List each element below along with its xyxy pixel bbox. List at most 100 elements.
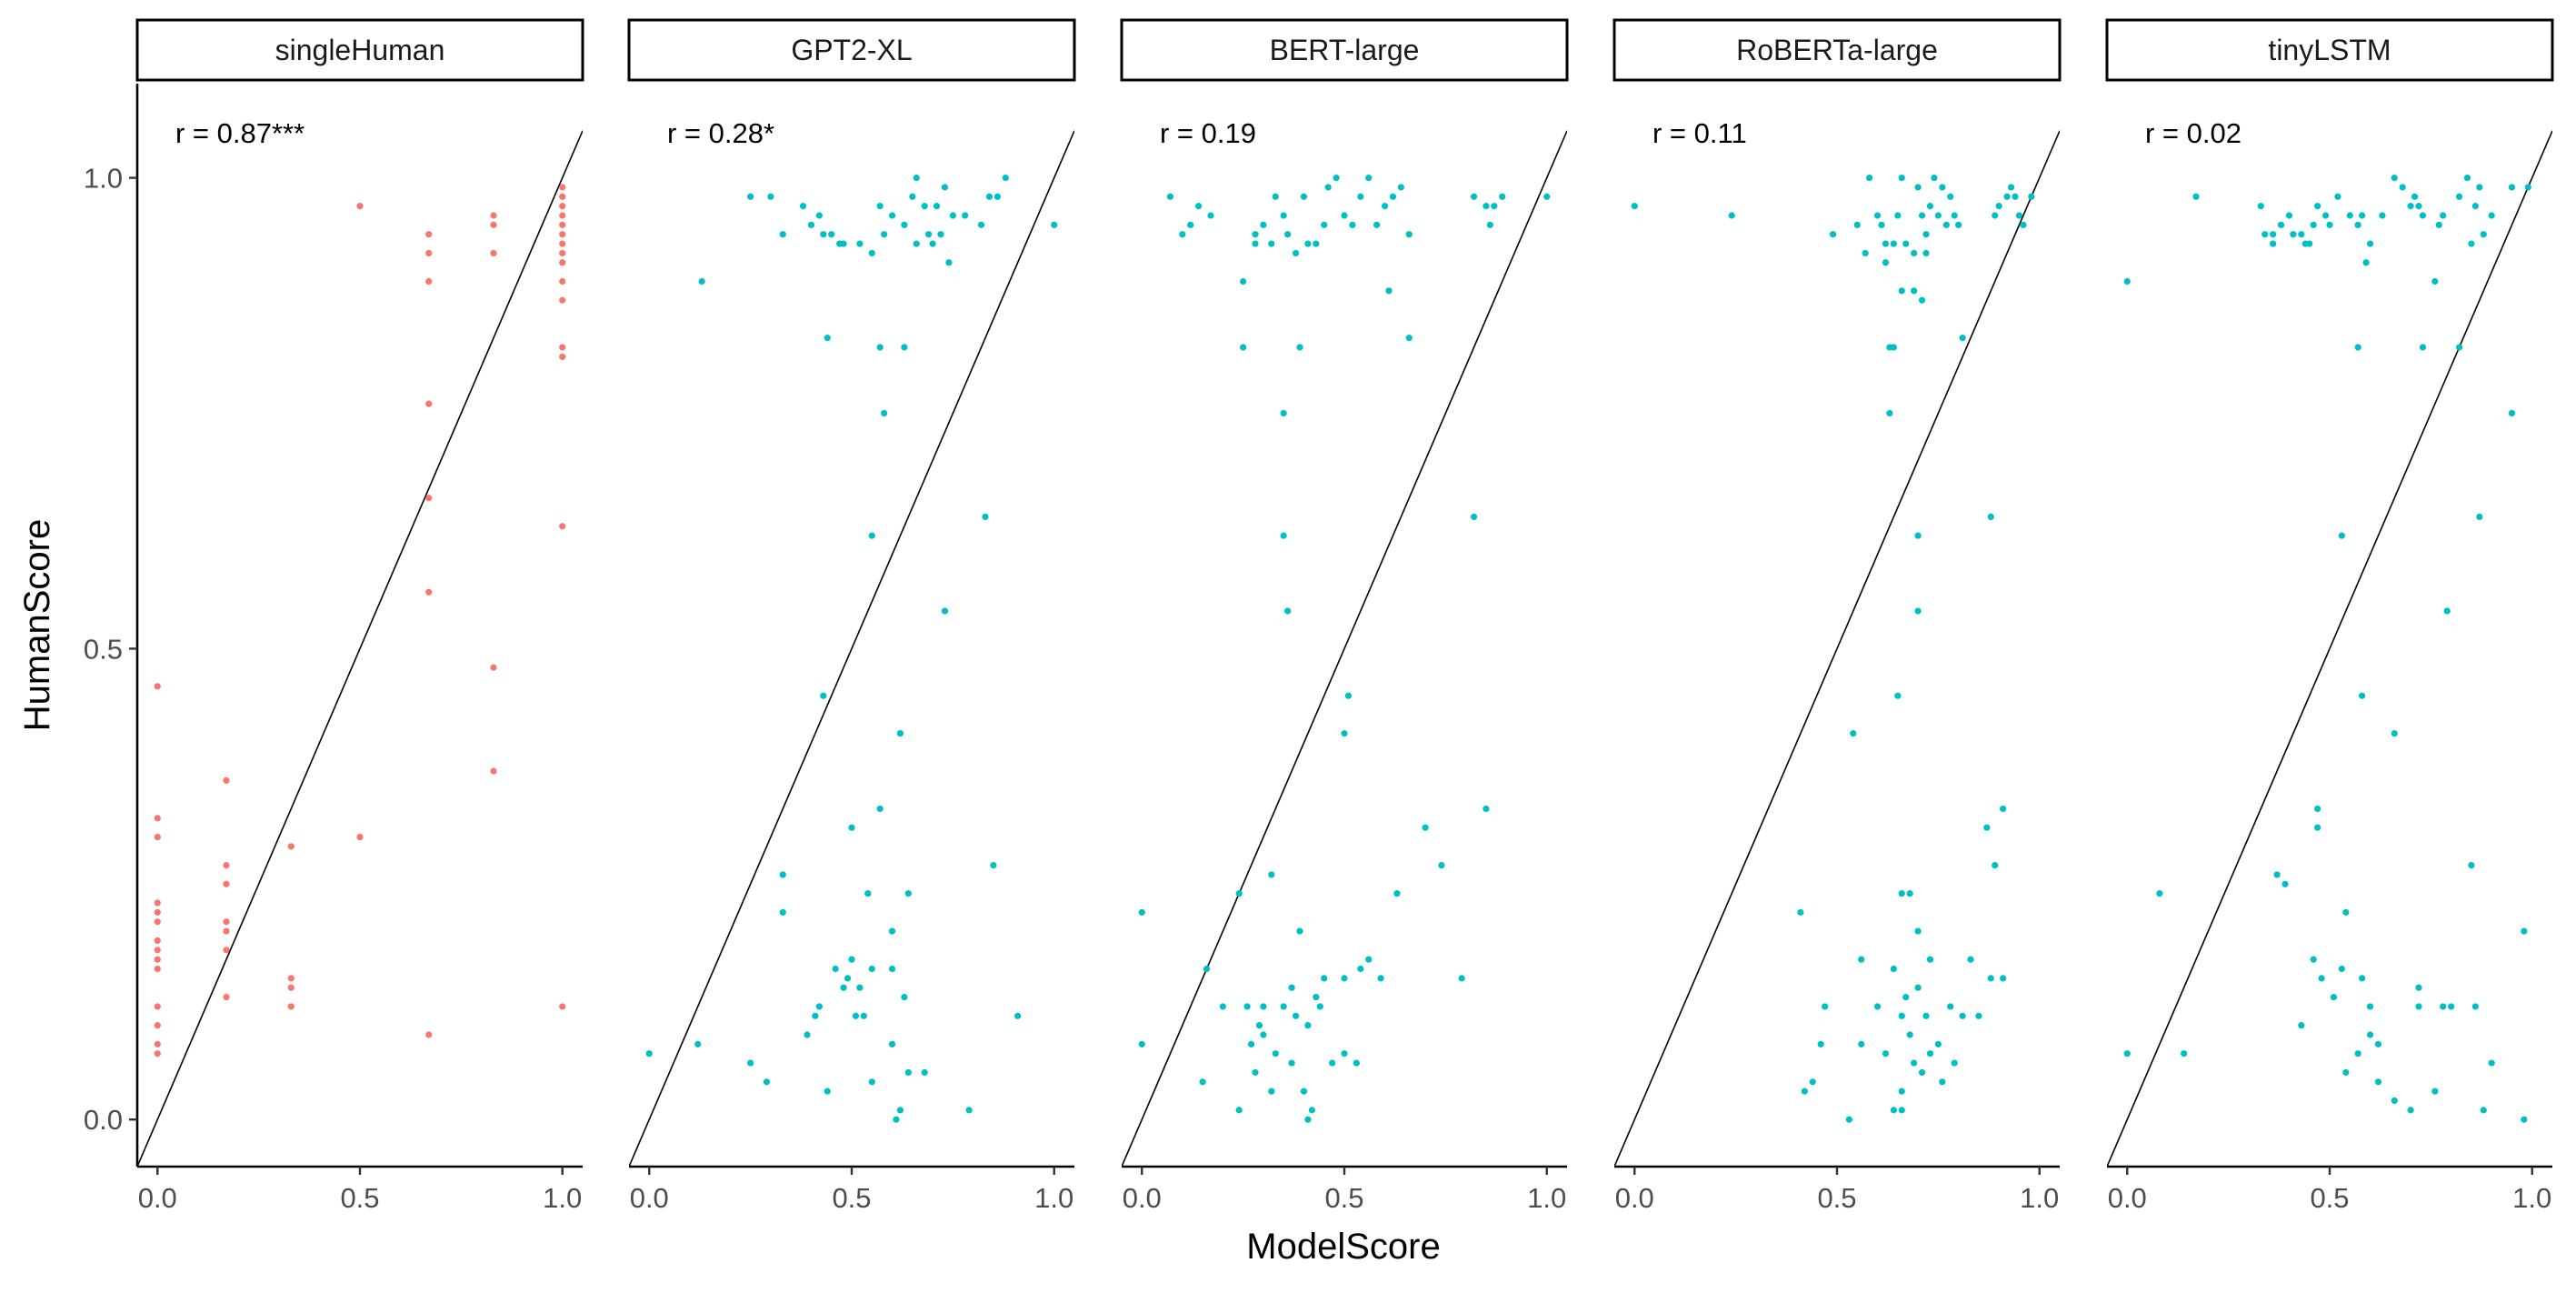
data-point	[1911, 249, 1918, 257]
data-point	[154, 956, 161, 963]
data-point	[2306, 240, 2313, 247]
facet-label: BERT-large	[1270, 34, 1420, 66]
data-point	[1341, 1050, 1348, 1057]
data-point	[1890, 1107, 1897, 1114]
reference-line	[137, 130, 583, 1167]
data-point	[2431, 1088, 2439, 1095]
data-point	[2480, 1107, 2487, 1114]
panel-RoBERTa-large: RoBERTa-large r = 0.11 0.0 0.5 1.0	[1612, 18, 2062, 1214]
data-point	[864, 890, 872, 897]
data-point	[2359, 212, 2366, 219]
data-point	[2192, 193, 2200, 200]
data-point	[807, 221, 815, 228]
data-point	[901, 221, 908, 228]
data-point	[559, 193, 566, 200]
facet-label: singleHuman	[275, 34, 445, 66]
data-point	[1187, 221, 1194, 228]
reference-line	[1122, 130, 1567, 1167]
data-point	[1894, 692, 1902, 699]
data-point	[356, 203, 364, 210]
data-point	[223, 947, 230, 954]
y-axis: 0.0 0.5 1.0	[84, 84, 139, 1167]
data-point	[1898, 1107, 1905, 1114]
data-point	[881, 231, 888, 238]
data-point	[1341, 975, 1348, 982]
panel-GPT2-XL: GPT2-XL r = 0.28* 0.0 0.5 1.0	[627, 18, 1076, 1214]
data-point	[2366, 1031, 2374, 1038]
data-point	[893, 1116, 900, 1123]
data-point	[1942, 221, 1950, 228]
data-point	[815, 1003, 823, 1010]
data-point	[1470, 193, 1478, 200]
data-point	[913, 240, 920, 247]
data-point	[1341, 212, 1348, 219]
data-point	[1324, 184, 1332, 191]
data-point	[901, 344, 908, 351]
data-point	[2330, 993, 2338, 1001]
data-point	[154, 833, 161, 841]
data-point	[356, 833, 364, 841]
data-point	[1922, 231, 1930, 238]
data-point	[559, 203, 566, 210]
data-point	[1397, 184, 1404, 191]
data-point	[1853, 221, 1861, 228]
x-tick-label: 0.0	[2108, 1182, 2147, 1214]
data-point	[913, 174, 920, 182]
data-point	[425, 277, 433, 286]
data-point	[1288, 1059, 1295, 1067]
data-point	[1992, 861, 1999, 869]
data-point	[2399, 184, 2406, 191]
data-point	[1911, 1059, 1918, 1067]
data-point	[763, 1078, 771, 1086]
x-tick-label: 0.0	[1615, 1182, 1654, 1214]
data-point	[1850, 730, 1857, 737]
data-point	[779, 231, 786, 238]
data-point	[2476, 184, 2483, 191]
correlation-annotation: r = 0.28*	[667, 117, 774, 149]
data-point	[2003, 193, 2011, 200]
data-point	[1926, 1050, 1934, 1057]
data-point	[2314, 805, 2321, 813]
data-point	[425, 249, 433, 257]
data-point	[223, 918, 230, 926]
data-point	[490, 767, 497, 775]
y-tick-label: 0.0	[84, 1104, 123, 1136]
data-point	[941, 184, 949, 191]
data-point	[824, 1088, 831, 1095]
data-point	[1240, 277, 1247, 286]
data-point	[2508, 184, 2516, 191]
y-axis-title: HumanScore	[17, 519, 57, 731]
data-point	[929, 240, 936, 247]
data-point	[1491, 203, 1498, 210]
data-point	[921, 1068, 928, 1077]
data-point	[490, 212, 497, 219]
data-point	[2407, 203, 2414, 210]
data-point	[1207, 212, 1214, 219]
data-point	[1385, 287, 1393, 295]
data-point	[1882, 240, 1890, 247]
data-point	[824, 335, 831, 342]
data-point	[1268, 1088, 1275, 1095]
data-point	[1357, 193, 1364, 200]
x-tick-label: 0.0	[630, 1182, 669, 1214]
data-point	[1728, 212, 1735, 219]
data-point	[828, 231, 835, 238]
data-point	[1914, 927, 1922, 935]
data-point	[1357, 965, 1364, 973]
data-point	[1252, 231, 1259, 238]
data-point	[1240, 344, 1247, 351]
data-point	[1829, 231, 1837, 238]
data-point	[962, 212, 969, 219]
data-point	[2359, 975, 2366, 982]
data-point	[2156, 890, 2163, 897]
data-point	[1422, 824, 1429, 831]
x-tick-label: 1.0	[1527, 1182, 1566, 1214]
data-point	[1235, 890, 1243, 897]
data-point	[2521, 1116, 2528, 1123]
data-point	[2342, 908, 2350, 916]
data-point	[1341, 730, 1348, 737]
data-point	[1483, 203, 1490, 210]
data-point	[2334, 193, 2341, 200]
data-point	[949, 212, 956, 219]
data-point	[2488, 212, 2495, 219]
